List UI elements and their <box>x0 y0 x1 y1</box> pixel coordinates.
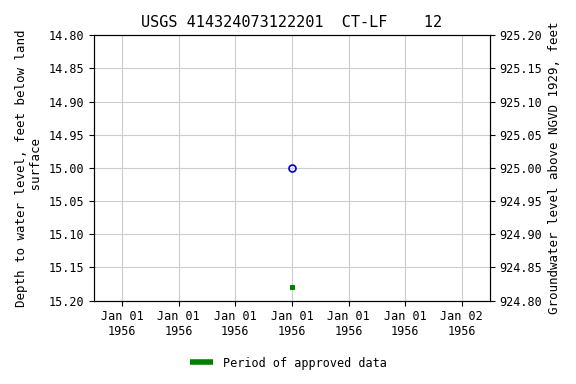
Y-axis label: Depth to water level, feet below land
 surface: Depth to water level, feet below land su… <box>15 29 43 307</box>
Legend: Period of approved data: Period of approved data <box>185 352 391 374</box>
Y-axis label: Groundwater level above NGVD 1929, feet: Groundwater level above NGVD 1929, feet <box>548 22 561 314</box>
Title: USGS 414324073122201  CT-LF    12: USGS 414324073122201 CT-LF 12 <box>141 15 442 30</box>
